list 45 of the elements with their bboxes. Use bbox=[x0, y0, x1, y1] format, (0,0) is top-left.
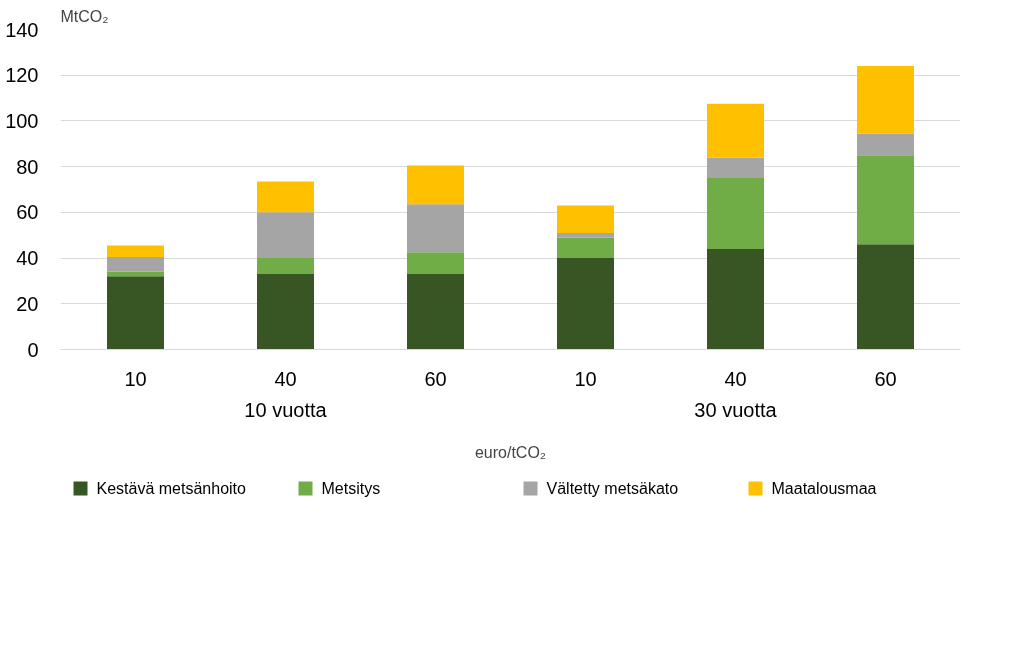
bar bbox=[107, 256, 164, 272]
bar bbox=[707, 103, 764, 158]
text: 10 vuotta bbox=[244, 398, 328, 421]
bar bbox=[257, 181, 314, 213]
bar bbox=[707, 248, 764, 350]
bar bbox=[857, 244, 914, 350]
bar bbox=[257, 274, 314, 350]
x-tick-label: 60 bbox=[424, 367, 447, 390]
y-tick-label: 40 bbox=[16, 247, 39, 270]
y-tick-label: 120 bbox=[5, 64, 39, 87]
y-tick-label: 0 bbox=[27, 338, 39, 361]
legend-label: Maatalousmaa bbox=[771, 480, 877, 497]
bar bbox=[257, 212, 314, 259]
bar bbox=[407, 165, 464, 205]
bar bbox=[107, 276, 164, 350]
x-tick-label: 40 bbox=[724, 367, 747, 390]
bar bbox=[707, 178, 764, 249]
bar bbox=[557, 232, 614, 238]
legend-label: Kestävä metsänhoito bbox=[96, 480, 247, 497]
y-tick-label: 20 bbox=[16, 292, 39, 315]
bar bbox=[107, 245, 164, 257]
x-tick-label: 10 bbox=[124, 367, 147, 390]
y-tick-label: 80 bbox=[16, 155, 39, 178]
x-tick-label: 10 bbox=[574, 367, 597, 390]
bar bbox=[857, 133, 914, 156]
legend-label: Metsitys bbox=[321, 480, 381, 497]
y-tick-label: 100 bbox=[5, 109, 39, 132]
legend-label: Vältetty metsäkato bbox=[546, 480, 679, 497]
bar bbox=[407, 204, 464, 253]
x-axis-title: euro/tCO₂ bbox=[474, 443, 547, 461]
bar bbox=[257, 258, 314, 275]
bar bbox=[557, 258, 614, 350]
bar bbox=[857, 155, 914, 245]
x-tick-label: 40 bbox=[274, 367, 297, 390]
y-axis-title: MtCO₂ bbox=[60, 7, 109, 25]
y-tick-label: 140 bbox=[5, 18, 39, 41]
bar bbox=[407, 252, 464, 275]
text: 30 vuotta bbox=[694, 398, 778, 421]
bar bbox=[557, 205, 614, 233]
bar bbox=[857, 66, 914, 134]
x-tick-label: 60 bbox=[874, 367, 897, 390]
bar bbox=[557, 237, 614, 259]
bar bbox=[407, 274, 464, 350]
y-tick-label: 60 bbox=[16, 201, 39, 224]
bar bbox=[707, 157, 764, 179]
